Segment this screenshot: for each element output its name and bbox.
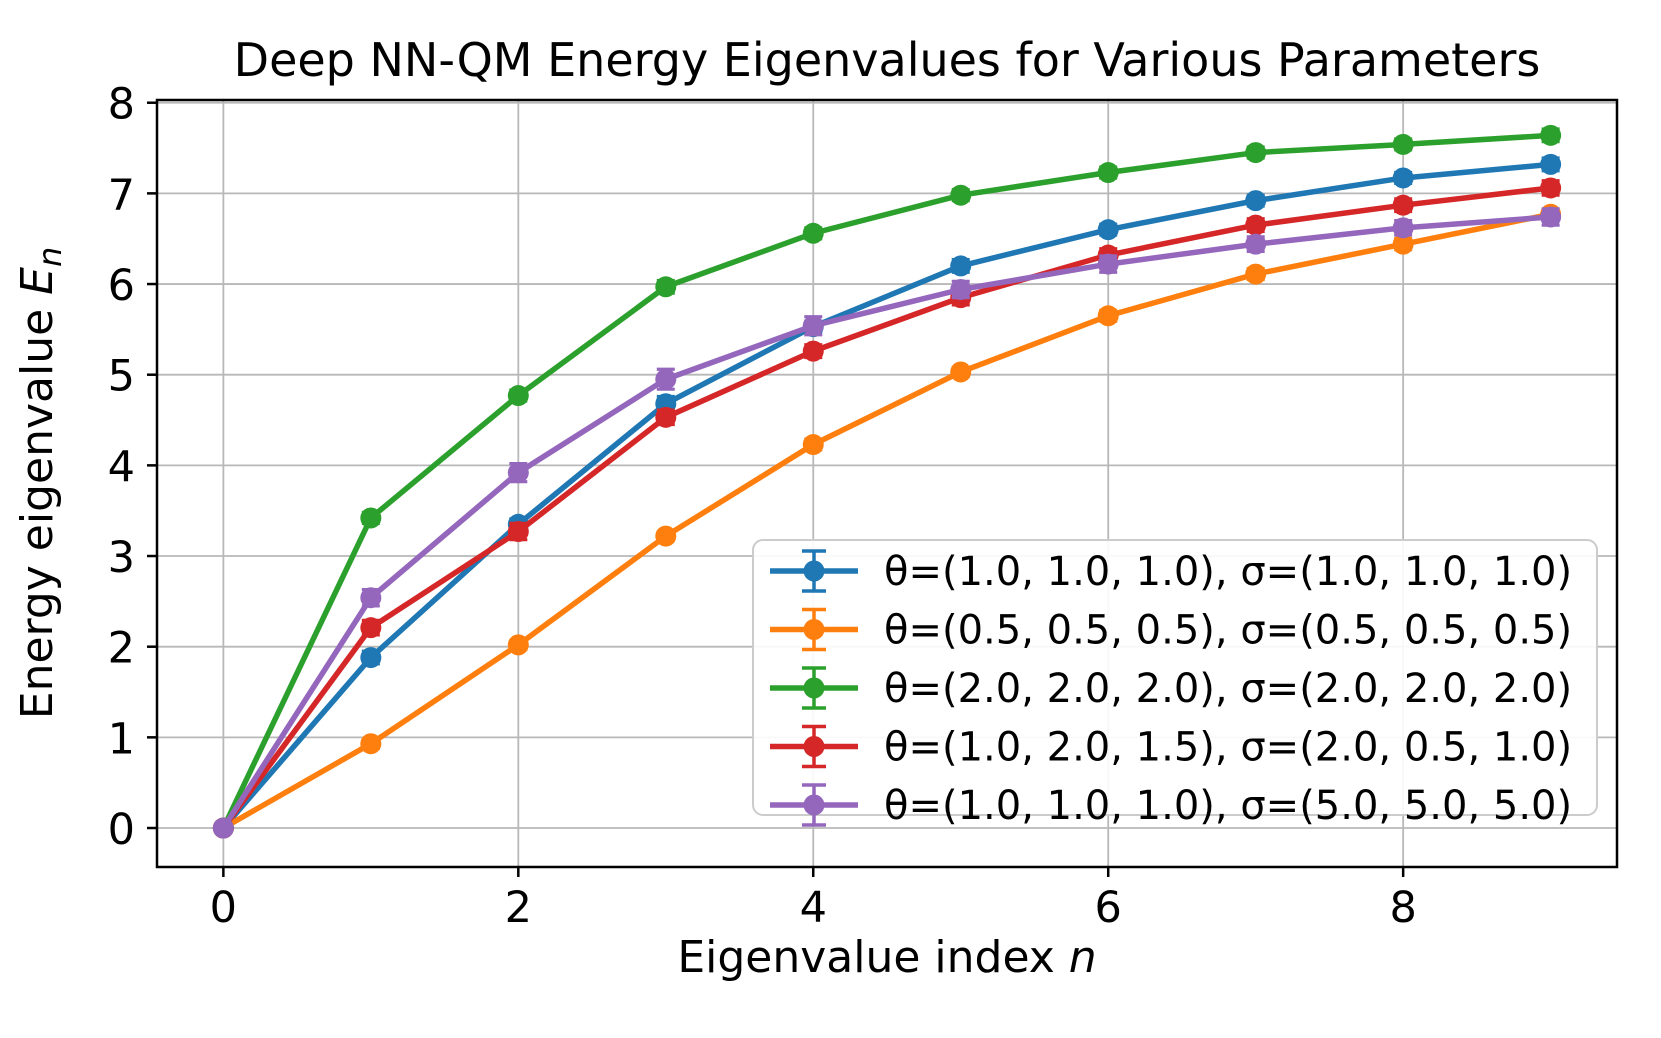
- data-point: [950, 255, 972, 277]
- legend-item-4: θ=(1.0, 1.0, 1.0), σ=(5.0, 5.0, 5.0): [770, 783, 1572, 829]
- data-point: [1540, 177, 1562, 199]
- legend-item-2: θ=(2.0, 2.0, 2.0), σ=(2.0, 2.0, 2.0): [770, 666, 1572, 712]
- data-point: [360, 617, 382, 639]
- data-point: [1392, 194, 1414, 216]
- axis-ticks: [147, 101, 1405, 877]
- data-point: [1097, 253, 1119, 275]
- series-4: [212, 206, 1562, 839]
- data-point: [802, 434, 824, 456]
- y-tick-label: 7: [108, 170, 135, 220]
- data-point: [950, 184, 972, 206]
- data-point: [1097, 219, 1119, 241]
- x-axis-label: Eigenvalue index n: [677, 932, 1096, 983]
- data-point: [507, 521, 529, 543]
- data-point: [802, 222, 824, 244]
- legend-marker-point: [803, 677, 825, 699]
- data-point: [1392, 233, 1414, 255]
- data-point: [1540, 153, 1562, 175]
- legend-item-label: θ=(1.0, 1.0, 1.0), σ=(1.0, 1.0, 1.0): [884, 549, 1572, 595]
- y-tick-label: 8: [108, 80, 135, 130]
- data-series: [212, 124, 1562, 839]
- data-point: [507, 385, 529, 407]
- legend-item-label: θ=(1.0, 2.0, 1.5), σ=(2.0, 0.5, 1.0): [884, 725, 1572, 771]
- data-point: [360, 587, 382, 609]
- y-tick-label: 4: [108, 442, 135, 492]
- x-tick-label: 4: [800, 883, 827, 933]
- data-point: [655, 276, 677, 298]
- data-point: [950, 278, 972, 300]
- data-point: [360, 647, 382, 669]
- plot-area: [155, 98, 1619, 869]
- chart-title: Deep NN-QM Energy Eigenvalues for Variou…: [234, 33, 1541, 87]
- x-tick-label: 2: [505, 883, 532, 933]
- data-point: [1245, 142, 1267, 164]
- data-point: [802, 340, 824, 362]
- data-point: [1245, 214, 1267, 236]
- data-point: [360, 733, 382, 755]
- data-point: [360, 507, 382, 529]
- legend-item-1: θ=(0.5, 0.5, 0.5), σ=(0.5, 0.5, 0.5): [770, 608, 1572, 654]
- y-tick-label: 1: [108, 714, 135, 764]
- data-point: [1392, 217, 1414, 239]
- legend-marker-point: [803, 619, 825, 640]
- data-point: [950, 361, 972, 383]
- legend-item-label: θ=(2.0, 2.0, 2.0), σ=(2.0, 2.0, 2.0): [884, 666, 1572, 712]
- series-line: [220, 161, 1554, 831]
- data-point: [802, 315, 824, 337]
- y-tick-label: 6: [108, 261, 135, 311]
- data-point: [655, 406, 677, 428]
- y-tick-label: 3: [108, 533, 135, 583]
- legend: θ=(1.0, 1.0, 1.0), σ=(1.0, 1.0, 1.0) θ=(0…: [752, 539, 1598, 829]
- data-point: [507, 634, 529, 656]
- legend-marker-point: [803, 794, 825, 816]
- series-line: [220, 132, 1554, 831]
- legend-marker-point: [803, 560, 825, 582]
- legend-item-0: θ=(1.0, 1.0, 1.0), σ=(1.0, 1.0, 1.0): [770, 549, 1572, 595]
- data-point: [1245, 263, 1267, 285]
- legend-item-label: θ=(1.0, 1.0, 1.0), σ=(5.0, 5.0, 5.0): [884, 783, 1572, 829]
- data-point: [1097, 162, 1119, 184]
- data-point: [212, 817, 234, 839]
- data-point: [1392, 167, 1414, 189]
- data-point: [1097, 305, 1119, 327]
- x-tick-label: 6: [1095, 883, 1122, 933]
- tick-labels: 0 2 4 6 8 0 1 2 3 4 5 6 7 8: [108, 80, 1417, 933]
- legend-item-3: θ=(1.0, 2.0, 1.5), σ=(2.0, 0.5, 1.0): [770, 725, 1572, 771]
- y-tick-label: 5: [108, 352, 135, 402]
- series-line: [220, 214, 1554, 831]
- x-tick-label: 0: [210, 883, 237, 933]
- y-tick-label: 0: [108, 805, 135, 855]
- gridlines: [157, 100, 1617, 867]
- y-tick-label: 2: [108, 624, 135, 674]
- legend-box: [752, 539, 1598, 816]
- y-axis-label: Energy eigenvalue En: [12, 247, 69, 719]
- series-line: [220, 211, 1554, 831]
- data-point: [507, 462, 529, 484]
- data-point: [1540, 124, 1562, 146]
- series-line: [220, 185, 1554, 831]
- data-point: [1540, 206, 1562, 228]
- data-point: [1392, 133, 1414, 155]
- x-tick-label: 8: [1389, 883, 1416, 933]
- data-point: [1245, 190, 1267, 212]
- legend-marker-point: [803, 736, 825, 757]
- data-point: [655, 368, 677, 390]
- data-point: [1245, 233, 1267, 255]
- data-point: [655, 525, 677, 547]
- legend-item-label: θ=(0.5, 0.5, 0.5), σ=(0.5, 0.5, 0.5): [884, 608, 1572, 654]
